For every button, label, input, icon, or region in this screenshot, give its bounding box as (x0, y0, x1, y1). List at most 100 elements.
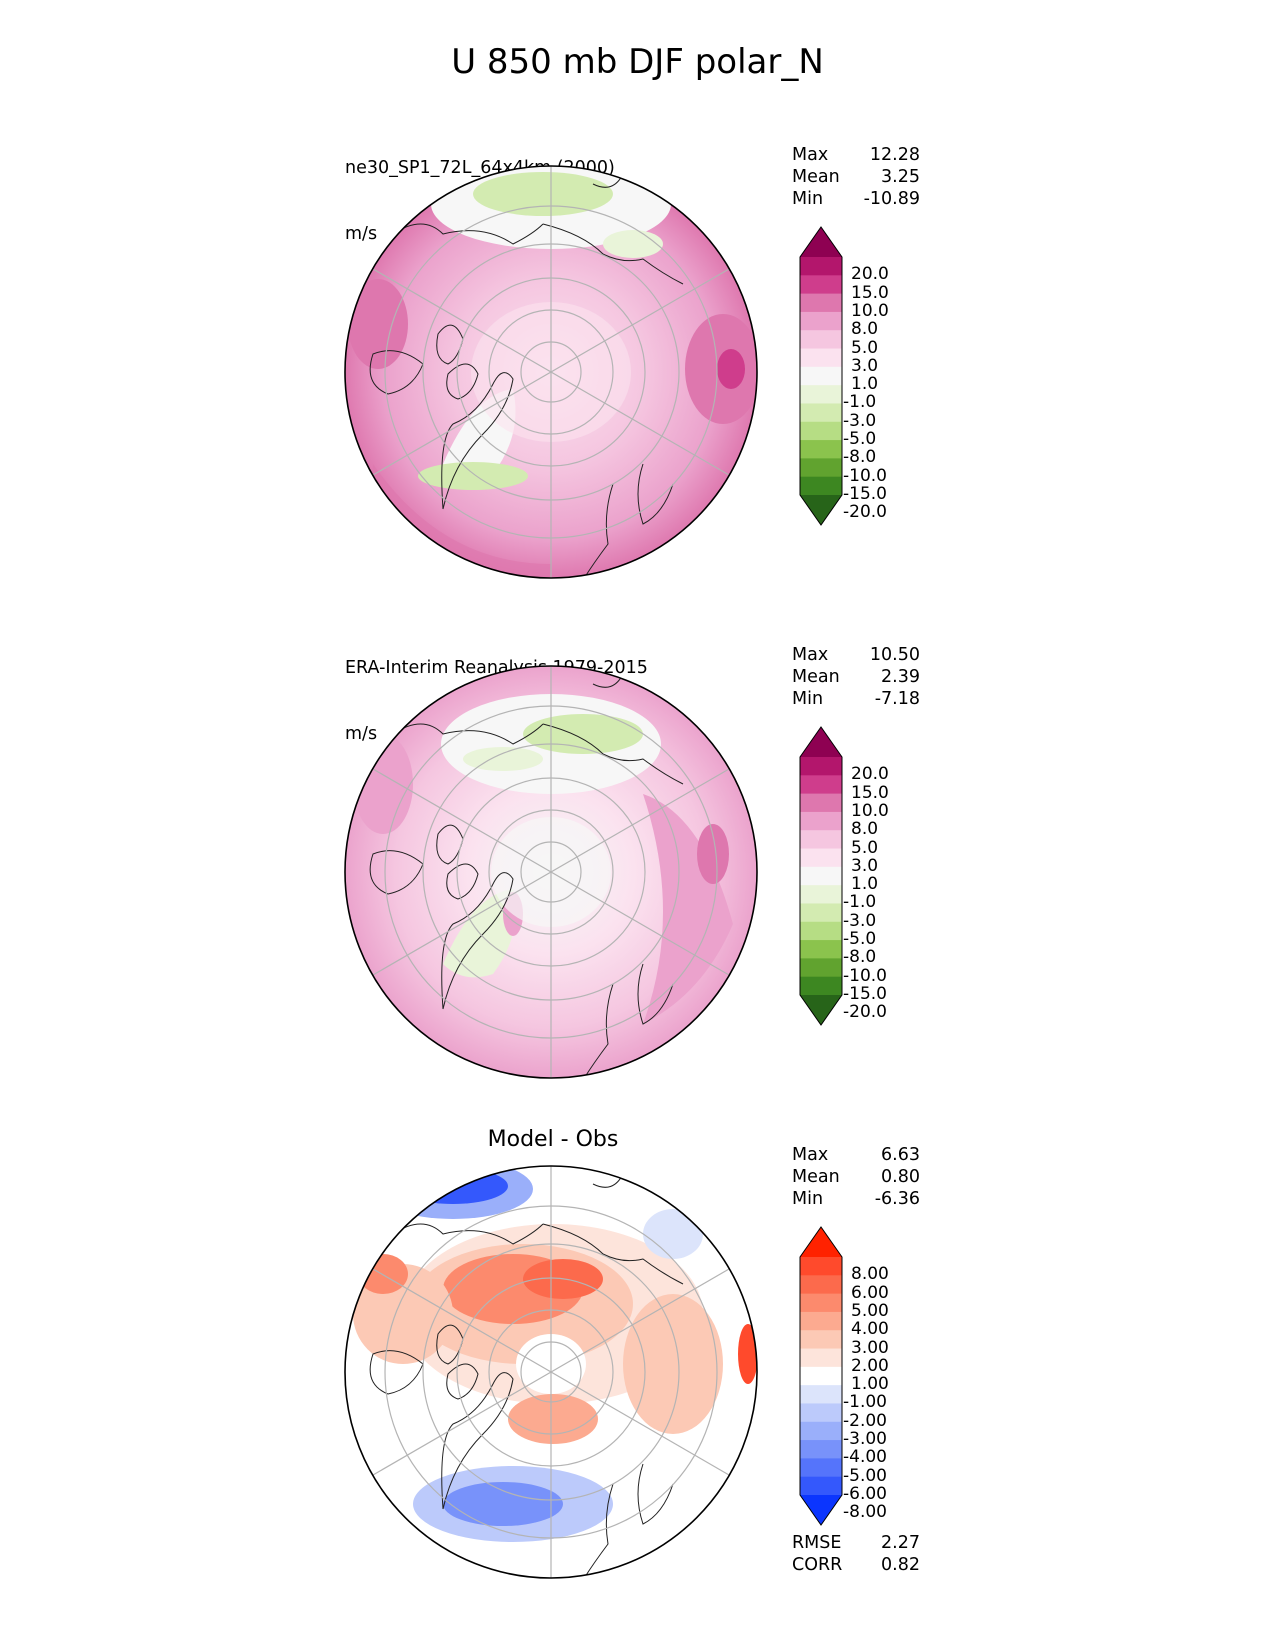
colorbar-tick-label: 8.0 (851, 819, 879, 840)
diff-metric-rmse: RMSE 2.27 (792, 1532, 920, 1554)
colorbar-tick-label: -8.0 (843, 447, 877, 468)
stat-value: 6.63 (881, 1145, 920, 1165)
colorbar-tick-label: 3.00 (851, 1337, 889, 1358)
field-pos-greenland (508, 1394, 598, 1444)
colorbar-swatch (800, 885, 842, 904)
graticule (372, 166, 730, 578)
colorbar-swatch (800, 311, 842, 331)
colorbar-tick-label: 3.0 (851, 855, 879, 876)
colorbar-extend-max (800, 727, 842, 757)
colorbar-swatch (800, 793, 842, 813)
colorbar-swatches (799, 726, 843, 1026)
colorbar-tick-label: 10.0 (851, 300, 889, 321)
colorbar-tick-label: -20.0 (843, 1002, 887, 1023)
colorbar-swatch (800, 1421, 842, 1441)
colorbar-swatch (800, 421, 842, 441)
colorbar-tick-label: -15.0 (843, 484, 887, 504)
obs-colorbar: 20.0 15.0 10.0 8.0 5.0 3.0 1.0 -1.0 -3.0 -5.0 -8.0… (799, 726, 889, 1026)
colorbar-tick-label: 5.0 (851, 337, 879, 358)
colorbar-outline (799, 1226, 843, 1526)
stat-label: Max (792, 145, 829, 165)
stat-value: -6.36 (874, 1189, 920, 1209)
diff-metrics: RMSE 2.27 CORR 0.82 (792, 1532, 920, 1576)
colorbar-swatch (800, 330, 842, 350)
colorbar-swatch (800, 1275, 842, 1295)
colorbar-swatch (800, 1311, 842, 1331)
colorbar-tick-label: 2.00 (851, 1355, 889, 1376)
colorbar-tick-label: 15.0 (851, 782, 889, 803)
colorbar-tick-label: -5.0 (843, 929, 877, 950)
colorbar-swatch (800, 811, 842, 831)
stat-label: Max (792, 645, 829, 665)
colorbar-swatch (800, 775, 842, 795)
obs-polar-map (344, 665, 758, 1079)
colorbar-swatch (800, 1348, 842, 1368)
stat-label: Min (792, 189, 824, 209)
colorbar-outline (799, 226, 843, 526)
model-stat-min: Min -10.89 (792, 188, 920, 210)
colorbar-swatch (800, 275, 842, 295)
colorbar-tick-label: 15.0 (851, 282, 889, 303)
colorbar-swatch (800, 903, 842, 923)
stat-value: -10.89 (863, 189, 920, 209)
colorbar-tick-label: -15.0 (843, 984, 887, 1004)
colorbar-tick-label: -10.0 (843, 965, 887, 986)
obs-stat-mean: Mean 2.39 (792, 666, 920, 688)
colorbar-tick-label: 3.0 (851, 355, 879, 376)
colorbar-tick-label: -1.0 (843, 392, 877, 413)
diff-colorbar: 8.00 6.00 5.00 4.00 3.00 2.00 1.00 -1.00 -2.00 -3… (799, 1226, 889, 1526)
colorbar-extend-max (800, 1227, 842, 1257)
model-colorbar: 20.0 15.0 10.0 8.0 5.0 3.0 1.0 -1.0 -3.0 -5.0 -8.0… (799, 226, 889, 526)
diff-stat-min: Min -6.36 (792, 1188, 920, 1210)
colorbar-tick-label: -5.0 (843, 429, 877, 450)
colorbar-tick-label: 1.00 (851, 1374, 889, 1395)
colorbar-tick-label: -5.00 (843, 1465, 887, 1486)
colorbar-swatch (800, 1458, 842, 1478)
model-stat-mean: Mean 3.25 (792, 166, 920, 188)
colorbar-swatch (800, 385, 842, 404)
colorbar-swatch (800, 1403, 842, 1423)
colorbar-swatch (800, 1476, 842, 1496)
field-atlantic-jet (353, 734, 413, 834)
colorbar-tick-label: 4.00 (851, 1319, 889, 1340)
colorbar-swatch (800, 958, 842, 978)
model-stats: Max 12.28 Mean 3.25 Min -10.89 (792, 144, 920, 210)
colorbar-swatch (800, 293, 842, 313)
stat-label: Max (792, 1145, 829, 1165)
colorbar-swatch (800, 458, 842, 478)
stat-value: 2.39 (881, 667, 920, 687)
stat-value: -7.18 (874, 689, 920, 709)
colorbar-swatch (800, 1440, 842, 1459)
colorbar-tick-label: 10.0 (851, 800, 889, 821)
colorbar-tick-label: -8.0 (843, 947, 877, 968)
diff-stat-max: Max 6.63 (792, 1144, 920, 1166)
colorbar-swatch (800, 940, 842, 959)
colorbar-tick-label: -4.00 (843, 1447, 887, 1468)
colorbar-tick-label: 8.00 (851, 1264, 889, 1285)
colorbar-tick-label: -2.00 (843, 1410, 887, 1431)
colorbar-tick-label: -1.0 (843, 892, 877, 913)
colorbar-swatch (800, 1330, 842, 1350)
metric-label: CORR (792, 1555, 843, 1575)
coastlines (369, 673, 684, 1078)
colorbar-tick-label: 5.0 (851, 837, 879, 858)
model-units: m/s (345, 224, 378, 244)
stat-label: Min (792, 1189, 824, 1209)
colorbar-outline (799, 726, 843, 1026)
field-pos-atlantic-core (358, 1254, 408, 1294)
map-boundary (344, 1165, 758, 1579)
colorbar-tick-label: -3.00 (843, 1429, 887, 1450)
colorbar-swatch (800, 440, 842, 459)
colorbar-tick-label: 8.0 (851, 319, 879, 340)
field-easterly-nw (463, 747, 543, 771)
stat-label: Mean (792, 167, 840, 187)
colorbar-extend-min (800, 495, 842, 525)
diff-metric-corr: CORR 0.82 (792, 1554, 920, 1576)
field-atlantic-jet (348, 279, 408, 369)
colorbar-swatch (800, 976, 842, 996)
colorbar-swatch (800, 921, 842, 941)
obs-stat-max: Max 10.50 (792, 644, 920, 666)
graticule (372, 1166, 730, 1578)
field-greenland-easterly (418, 462, 528, 490)
colorbar-tick-label: 20.0 (851, 764, 889, 785)
